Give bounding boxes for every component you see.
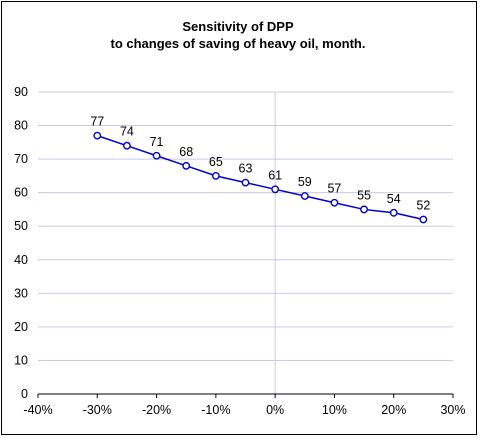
series-layer [93,131,428,224]
data-point [123,141,131,150]
grid-layer [38,91,453,394]
y-tick-label: 30 [14,286,28,300]
data-label: 52 [416,199,430,213]
y-tick-label: 60 [14,186,28,200]
series-line [97,134,424,221]
x-tick-label: 30% [440,403,465,417]
data-point [271,185,280,194]
data-label: 57 [327,182,341,196]
data-label: 74 [120,125,134,139]
data-point [389,208,398,217]
y-tick-label: 50 [14,219,28,233]
data-label: 55 [357,188,371,202]
data-point [211,171,220,180]
data-point [419,215,428,224]
data-label: 68 [179,145,193,159]
axis-layer: -40% -30% -20% -10% 0% 10% 20% 30% 0 10 20 30 40 50 60… [14,85,465,417]
chart-title-line-2: to changes of saving of heavy oil, month… [111,36,366,51]
data-label: 71 [150,135,164,149]
data-point [152,151,161,160]
x-tick-label: -30% [83,403,112,417]
data-point [182,161,191,170]
data-point [300,192,309,200]
data-label: 77 [90,115,104,129]
data-point [93,131,102,140]
x-tick-label: 10% [322,403,347,417]
data-label: 54 [387,192,401,206]
y-tick-label: 20 [14,320,28,334]
data-label: 59 [298,175,312,189]
y-tick-label: 0 [21,387,28,401]
y-tick-label: 40 [14,253,28,267]
y-tick-label: 70 [14,152,28,166]
x-tick-label: -20% [142,403,171,417]
x-tick-label: 0% [266,403,284,417]
data-label-layer: 77 74 71 68 65 63 61 59 57 55 54 52 [90,115,430,213]
x-tick-label: 20% [381,403,406,417]
data-point [330,198,339,207]
y-tick-label: 10 [14,353,28,367]
data-point [241,178,250,187]
data-label: 63 [239,162,253,176]
x-tick-label: -10% [201,403,230,417]
data-point [360,205,368,214]
chart-title-line-1: Sensitivity of DPP [182,19,294,34]
y-tick-label: 80 [14,119,28,133]
x-tick-label: -40% [23,403,52,417]
data-label: 61 [268,168,282,182]
y-tick-label: 90 [14,85,28,99]
data-label: 65 [209,155,223,169]
